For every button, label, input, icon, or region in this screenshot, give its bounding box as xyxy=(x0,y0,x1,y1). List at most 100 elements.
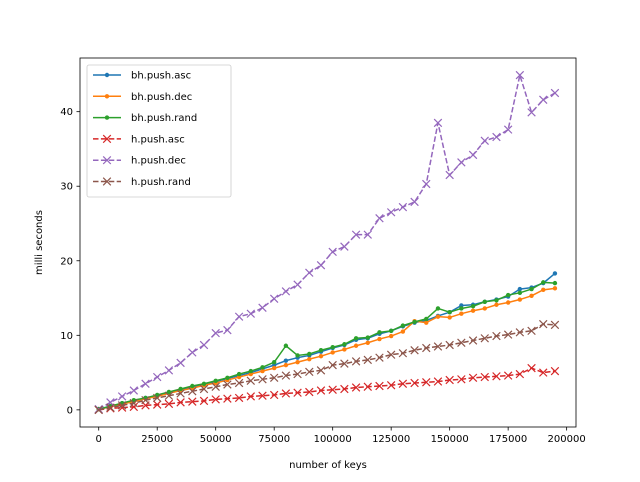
data-point xyxy=(211,328,220,338)
data-point xyxy=(305,367,314,377)
data-point xyxy=(342,342,347,347)
legend-item: bh.push.dec xyxy=(93,92,192,103)
data-point xyxy=(459,306,464,311)
x-axis-label: number of keys xyxy=(289,460,367,471)
data-point xyxy=(258,391,267,400)
data-point xyxy=(412,319,417,325)
legend-marker xyxy=(104,94,110,99)
data-point xyxy=(199,396,209,406)
data-point xyxy=(445,170,454,180)
series-h-push-dec xyxy=(94,70,560,414)
data-point xyxy=(281,371,291,380)
x-tick-label: 200000 xyxy=(548,434,586,445)
data-point xyxy=(539,95,548,104)
data-point xyxy=(515,70,525,80)
data-point xyxy=(236,371,242,377)
data-point xyxy=(271,359,277,365)
data-point xyxy=(328,360,337,370)
data-point xyxy=(468,150,478,160)
data-point xyxy=(353,336,359,341)
series-line xyxy=(98,287,556,410)
data-point xyxy=(447,315,452,320)
legend-item: h.push.dec xyxy=(93,156,186,167)
legend-item: h.push.asc xyxy=(93,134,185,145)
data-point xyxy=(129,398,139,408)
data-point xyxy=(539,368,548,377)
data-point xyxy=(307,356,312,362)
data-point xyxy=(482,306,487,311)
legend-label: h.push.rand xyxy=(131,177,191,188)
data-point xyxy=(539,319,548,329)
data-point xyxy=(199,340,209,350)
data-point xyxy=(211,395,220,404)
data-point xyxy=(106,403,115,412)
data-point xyxy=(129,386,139,395)
data-point xyxy=(503,371,513,380)
data-point xyxy=(433,118,443,128)
legend-label: h.push.dec xyxy=(131,156,186,167)
data-point xyxy=(246,376,256,386)
data-point xyxy=(260,368,265,374)
x-axis: 0 25000 50000 75000 100000 125000 150000 175000… xyxy=(96,427,586,445)
data-point xyxy=(410,345,419,355)
data-point xyxy=(529,293,534,298)
data-point xyxy=(363,230,372,239)
data-point xyxy=(527,363,536,373)
data-point xyxy=(307,351,312,357)
legend-marker xyxy=(102,155,112,165)
legend-marker xyxy=(104,72,110,78)
data-point xyxy=(505,292,511,298)
data-point xyxy=(503,330,513,339)
legend-label: bh.push.dec xyxy=(131,92,192,103)
data-point xyxy=(188,397,197,406)
data-point xyxy=(494,302,499,307)
data-point xyxy=(316,261,326,270)
y-tick-label: 40 xyxy=(60,107,73,118)
data-point xyxy=(517,297,523,302)
data-point xyxy=(117,401,127,410)
data-point xyxy=(377,336,382,342)
data-point xyxy=(363,382,372,391)
data-point xyxy=(271,365,277,371)
data-point xyxy=(176,398,185,407)
data-point xyxy=(234,378,244,388)
data-point xyxy=(293,388,302,397)
data-point xyxy=(422,343,431,353)
data-point xyxy=(152,400,162,409)
data-point xyxy=(152,393,162,403)
data-point xyxy=(223,380,232,389)
data-point xyxy=(152,372,162,382)
data-point xyxy=(515,328,525,337)
data-point xyxy=(223,325,232,335)
data-point xyxy=(480,372,489,382)
x-tick-label: 25000 xyxy=(141,434,173,445)
data-point xyxy=(468,373,478,383)
legend-marker xyxy=(104,115,110,120)
data-point xyxy=(283,362,289,368)
data-point xyxy=(527,108,536,117)
data-point xyxy=(377,330,382,335)
data-point xyxy=(410,197,419,207)
x-tick-label: 50000 xyxy=(200,434,232,445)
data-point xyxy=(503,125,513,134)
data-point xyxy=(529,286,534,292)
data-point xyxy=(386,381,396,390)
data-point xyxy=(211,382,220,391)
data-point xyxy=(188,348,197,357)
legend-marker xyxy=(102,177,112,186)
legend: bh.push.asc bh.push.dec bh.push.rand h.push… xyxy=(86,64,232,198)
data-point xyxy=(328,247,337,257)
data-point xyxy=(305,268,314,277)
data-point xyxy=(260,365,265,370)
data-point xyxy=(517,290,523,296)
data-point xyxy=(541,280,546,285)
legend-item: bh.push.asc xyxy=(93,71,191,82)
data-point xyxy=(340,384,349,394)
data-point xyxy=(330,345,335,350)
data-point xyxy=(492,372,501,381)
data-point xyxy=(223,394,232,403)
data-point xyxy=(164,399,174,409)
data-point xyxy=(527,326,536,336)
data-point xyxy=(482,299,487,304)
data-point xyxy=(269,373,279,383)
